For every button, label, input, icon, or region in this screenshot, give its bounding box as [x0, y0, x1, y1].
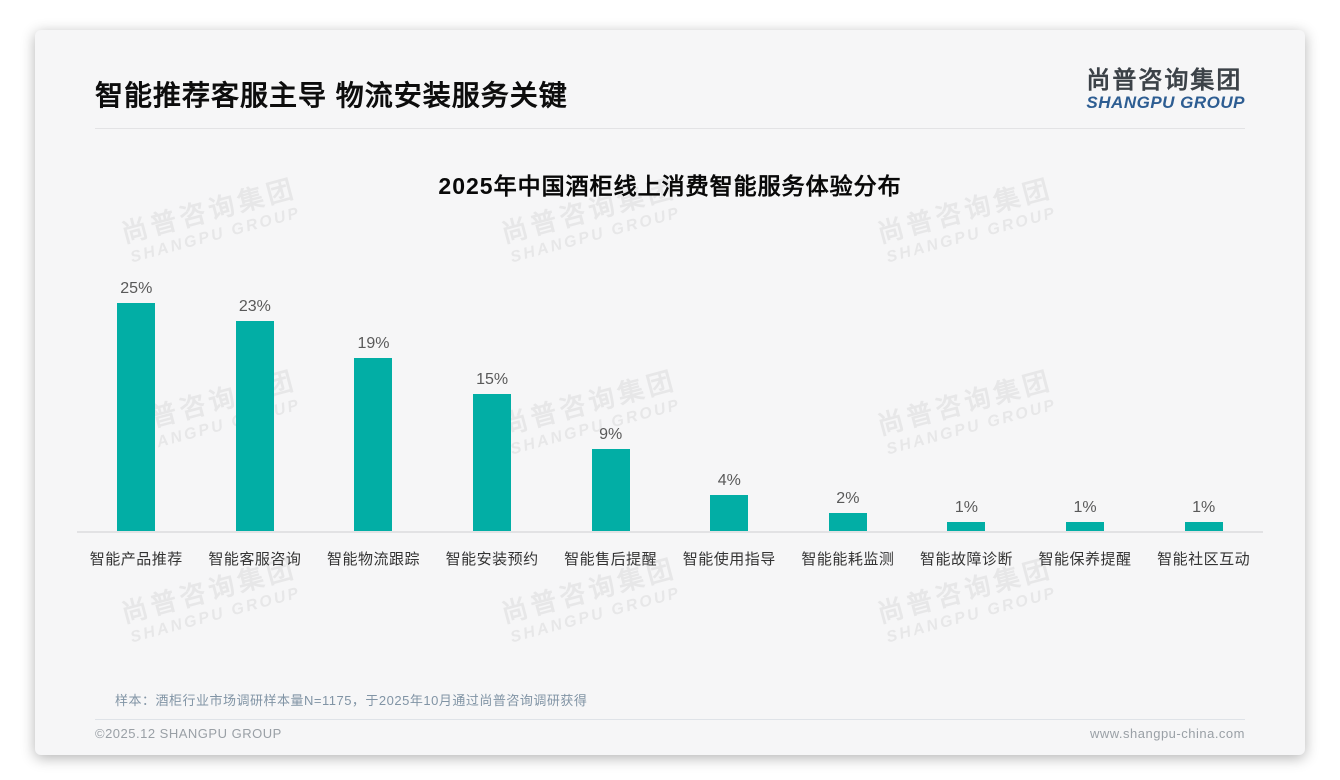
- bar-value-label: 23%: [238, 298, 271, 315]
- bar-value-label: 1%: [1073, 499, 1097, 516]
- chart-title: 2025年中国酒柜线上消费智能服务体验分布: [438, 173, 902, 199]
- header-divider: [95, 128, 1245, 129]
- page-title: 智能推荐客服主导 物流安装服务关键: [95, 80, 568, 111]
- category-label: 智能使用指导: [682, 551, 776, 568]
- bar-value-label: 1%: [1192, 499, 1216, 516]
- footer-divider: [95, 719, 1245, 720]
- footer-area: 样本：酒柜行业市场调研样本量N=1175，于2025年10月通过尚普咨询调研获得…: [35, 690, 1305, 755]
- header: 智能推荐客服主导 物流安装服务关键 尚普咨询集团 SHANGPU GROUP: [35, 30, 1305, 114]
- bar-value-label: 9%: [599, 426, 623, 443]
- category-label: 智能物流跟踪: [326, 551, 420, 568]
- sample-footnote: 样本：酒柜行业市场调研样本量N=1175，于2025年10月通过尚普咨询调研获得: [115, 693, 588, 708]
- copyright-text: ©2025.12 SHANGPU GROUP: [95, 726, 282, 741]
- bar-slot: 23%: [196, 298, 315, 531]
- logo-english-text: SHANGPU GROUP: [1086, 93, 1245, 113]
- category-label: 智能保养提醒: [1038, 551, 1132, 568]
- bar-value-label: 1%: [954, 499, 979, 516]
- category-label: 智能产品推荐: [89, 551, 183, 568]
- category-label: 智能安装预约: [445, 551, 539, 568]
- footer-row: ©2025.12 SHANGPU GROUP www.shangpu-china…: [95, 726, 1245, 741]
- bar: [117, 303, 156, 531]
- chart-plot-area: 25% 23% 19% 15% 9% 4% 2% 1% 1% 1%: [77, 273, 1263, 533]
- bar-slot: 1%: [1144, 499, 1263, 531]
- category-label: 智能社区互动: [1157, 551, 1251, 568]
- logo-chinese-text: 尚普咨询集团: [1086, 67, 1243, 94]
- bar-slot: 25%: [77, 280, 196, 531]
- bar-slot: 1%: [1026, 499, 1145, 531]
- bar-value-label: 4%: [717, 472, 741, 489]
- bar-slot: 2%: [789, 490, 908, 531]
- bar: [710, 495, 749, 531]
- bar-slot: 19%: [314, 335, 433, 531]
- category-label: 智能能耗监测: [801, 551, 895, 568]
- chart-category-axis: 智能产品推荐 智能客服咨询 智能物流跟踪 智能安装预约 智能售后提醒 智能使用指导 智能能耗…: [77, 533, 1263, 569]
- category-label: 智能故障诊断: [919, 551, 1013, 568]
- bar: [473, 394, 512, 531]
- company-logo: 尚普咨询集团 SHANGPU GROUP: [1086, 60, 1245, 113]
- bar-value-label: 2%: [836, 490, 860, 507]
- bar: [1184, 522, 1223, 531]
- bar-value-label: 25%: [120, 280, 153, 297]
- bar-value-label: 19%: [357, 335, 390, 352]
- bar-slot: 15%: [433, 371, 552, 531]
- bar: [235, 321, 274, 531]
- bar-value-label: 15%: [476, 371, 509, 388]
- bar-chart: 25% 23% 19% 15% 9% 4% 2% 1% 1% 1% 智能产品推荐 智能客服咨询 智能物…: [77, 273, 1263, 569]
- bar: [1066, 522, 1105, 531]
- slide-card: 尚普咨询集团 SHANGPU GROUP 尚普咨询集团 SHANGPU GROUP 尚普…: [35, 30, 1305, 755]
- category-label: 智能客服咨询: [208, 551, 302, 568]
- category-label: 智能售后提醒: [564, 551, 658, 568]
- website-url: www.shangpu-china.com: [1089, 726, 1245, 741]
- bar: [591, 449, 630, 531]
- bar: [947, 522, 986, 531]
- bar: [828, 513, 867, 531]
- bar-slot: 4%: [670, 472, 789, 531]
- bar: [354, 358, 393, 531]
- bar-slot: 1%: [907, 499, 1026, 531]
- bar-slot: 9%: [551, 426, 670, 531]
